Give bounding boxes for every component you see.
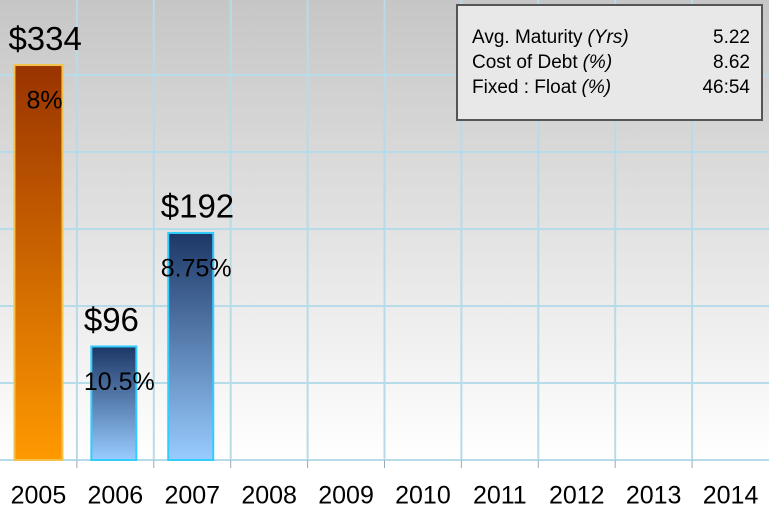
info-value: 8.62 bbox=[713, 52, 750, 73]
info-unit: (Yrs) bbox=[588, 27, 629, 48]
info-unit: (%) bbox=[583, 52, 613, 73]
info-rows: Avg. Maturity (Yrs) 5.22 Cost of Debt (%) 8.6… bbox=[472, 27, 750, 98]
rate-label: 8% bbox=[26, 87, 62, 115]
info-label-text: Fixed : Float bbox=[472, 77, 577, 98]
x-tick-label: 2012 bbox=[549, 482, 605, 510]
info-value: 5.22 bbox=[713, 27, 750, 48]
info-label: Avg. Maturity (Yrs) bbox=[472, 27, 629, 48]
x-tick-label: 2010 bbox=[395, 482, 451, 510]
axis-background bbox=[0, 460, 769, 513]
x-tick-label: 2014 bbox=[703, 482, 759, 510]
x-tick-label: 2007 bbox=[164, 482, 220, 510]
info-box-frame bbox=[456, 4, 763, 121]
info-label: Fixed : Float (%) bbox=[472, 77, 611, 98]
x-tick-label: 2008 bbox=[241, 482, 297, 510]
info-value: 46:54 bbox=[702, 77, 750, 98]
info-unit: (%) bbox=[582, 77, 612, 98]
x-tick-label: 2009 bbox=[318, 482, 374, 510]
info-box: Avg. Maturity (Yrs) 5.22 Cost of Debt (%) 8.6… bbox=[456, 4, 763, 121]
bar bbox=[90, 345, 138, 461]
bar bbox=[167, 231, 215, 461]
value-label: $334 bbox=[8, 20, 81, 57]
info-label-text: Avg. Maturity bbox=[472, 27, 583, 48]
x-tick-label: 2013 bbox=[626, 482, 682, 510]
x-tick-label: 2006 bbox=[88, 482, 144, 510]
info-label-text: Cost of Debt bbox=[472, 52, 578, 73]
rate-label: 10.5% bbox=[84, 368, 155, 396]
value-label: $192 bbox=[161, 188, 234, 225]
value-label: $96 bbox=[84, 301, 139, 338]
bars: $334 8% $96 10.5% $192 8.75% bbox=[8, 20, 234, 461]
bar bbox=[13, 64, 64, 461]
info-label: Cost of Debt (%) bbox=[472, 52, 612, 73]
x-tick-label: 2005 bbox=[11, 482, 67, 510]
x-tick-label: 2011 bbox=[473, 482, 527, 510]
rate-label: 8.75% bbox=[161, 255, 232, 283]
